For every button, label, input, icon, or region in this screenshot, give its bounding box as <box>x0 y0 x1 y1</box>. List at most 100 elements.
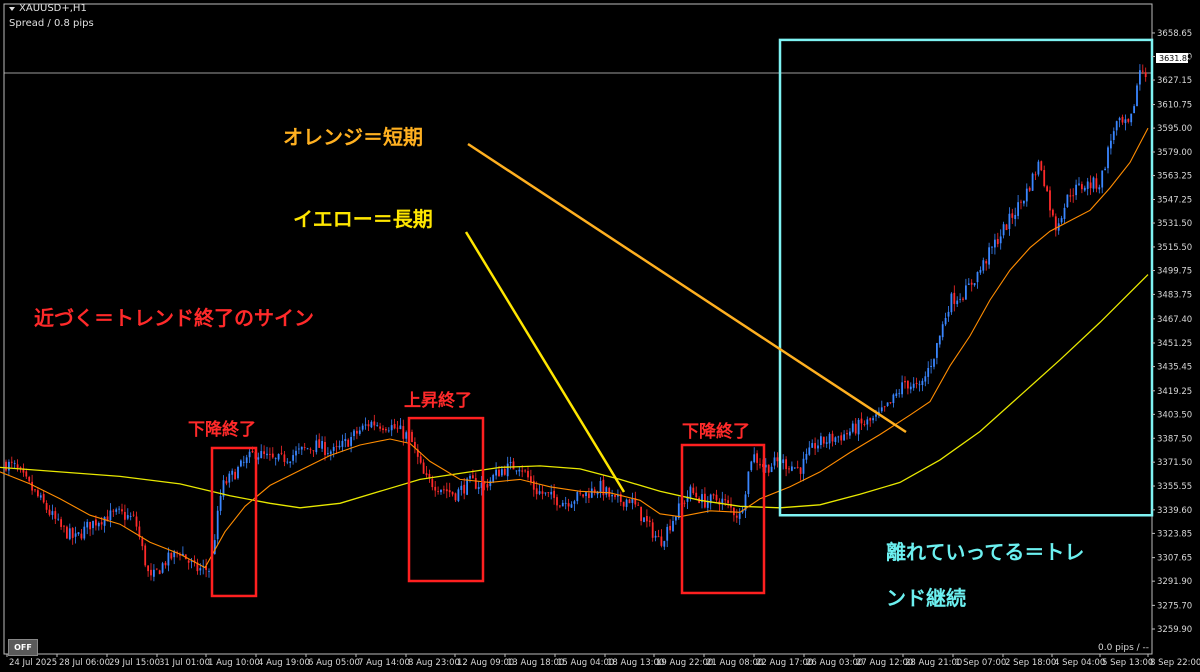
candle-bear <box>367 424 370 427</box>
candle-bear <box>95 519 97 526</box>
candle-bull <box>782 459 785 463</box>
candle-bear <box>588 493 590 498</box>
candle-bear <box>915 382 918 385</box>
candle-bear <box>324 441 326 456</box>
candle-bear <box>25 471 28 477</box>
x-tick-label: 27 Aug 12:00 <box>856 658 913 668</box>
candle-bear <box>1005 224 1008 231</box>
off-button[interactable]: OFF <box>8 639 38 656</box>
candle-bull <box>1139 70 1141 85</box>
candle-bull <box>599 481 602 494</box>
candle-bear <box>121 509 123 512</box>
candle-bull <box>1092 177 1095 189</box>
y-tick-label: 3387.50 <box>1157 434 1192 444</box>
candle-bull <box>405 432 408 439</box>
candle-bull <box>515 470 518 472</box>
candle-bull <box>959 298 961 300</box>
candle-bear <box>437 491 439 492</box>
candle-bear <box>22 468 25 473</box>
candle-bear <box>735 515 738 518</box>
candle-bear <box>1034 174 1037 176</box>
candle-bear <box>831 433 834 442</box>
candle-bear <box>512 461 515 470</box>
candle-bull <box>898 393 901 395</box>
candle-bear <box>692 487 695 494</box>
candle-bull <box>321 441 323 449</box>
candle-bull <box>1133 106 1135 114</box>
moving-averages-layer <box>0 127 1149 569</box>
candle-bear <box>869 417 872 421</box>
current-price-label: 3631.85 <box>1159 54 1192 63</box>
candle-bear <box>822 436 825 444</box>
candle-bear <box>1011 213 1014 218</box>
candle-bear <box>1141 70 1144 72</box>
candle-bull <box>866 419 869 425</box>
candle-bear <box>863 424 866 425</box>
candle-bull <box>222 480 225 497</box>
candle-bear <box>1081 184 1083 190</box>
candle-bear <box>42 494 45 503</box>
candle-bull <box>550 491 553 495</box>
candle-bear <box>269 453 271 455</box>
candle-bull <box>298 448 300 450</box>
candle-bull <box>967 283 970 285</box>
candle-bull <box>506 463 509 477</box>
candle-bull <box>611 494 613 497</box>
dropdown-triangle-icon[interactable] <box>9 7 15 11</box>
candle-bull <box>1078 183 1080 185</box>
label-approach: 近づく＝トレンド終了のサイン <box>34 306 314 330</box>
candle-bear <box>634 498 637 505</box>
candle-bear <box>556 497 558 506</box>
candle-bear <box>535 488 538 495</box>
candle-bear <box>683 502 686 504</box>
candle-bull <box>747 471 750 495</box>
y-tick-label: 3419.25 <box>1157 387 1192 397</box>
candle-bear <box>89 521 91 530</box>
candle-bull <box>260 451 263 459</box>
x-tick-label: 19 Aug 22:00 <box>656 658 713 668</box>
candle-bull <box>927 367 930 377</box>
candle-bull <box>941 324 944 338</box>
label-diverge-line2: ンド継続 <box>886 586 966 610</box>
y-tick-label: 3579.00 <box>1157 148 1192 158</box>
x-tick-label: 8 Sep 22:00 <box>1150 658 1200 668</box>
candle-bull <box>376 425 379 426</box>
candle-bull <box>190 561 193 563</box>
candle-bear <box>196 562 199 572</box>
candle-bull <box>109 510 112 521</box>
candle-bear <box>5 461 7 471</box>
candle-bull <box>837 436 840 438</box>
candle-bear <box>312 450 315 452</box>
y-tick-label: 3435.45 <box>1157 363 1192 373</box>
candle-bear <box>776 457 779 462</box>
x-tick-label: 4 Aug 19:00 <box>258 658 310 668</box>
candle-bull <box>219 495 222 511</box>
candle-bear <box>619 494 622 502</box>
y-tick-label: 3595.00 <box>1157 124 1192 134</box>
candle-bull <box>843 434 845 441</box>
candle-bear <box>16 464 19 469</box>
candle-bear <box>814 443 816 449</box>
candle-bull <box>327 453 329 454</box>
candle-bull <box>1098 187 1101 190</box>
candle-bull <box>1104 168 1106 171</box>
candle-bear <box>138 526 141 537</box>
candle-bull <box>492 475 495 482</box>
candle-bull <box>338 445 341 448</box>
candle-bear <box>283 454 286 462</box>
candle-bear <box>628 499 631 504</box>
candle-bear <box>759 464 761 466</box>
candle-bull <box>469 475 471 479</box>
candle-bear <box>527 470 529 478</box>
candle-bull <box>918 384 921 386</box>
candle-bull <box>257 457 260 460</box>
candle-bear <box>579 492 582 494</box>
candle-bear <box>411 431 413 443</box>
candle-bull <box>1008 213 1011 229</box>
candle-bull <box>811 443 814 448</box>
candle-bear <box>373 421 376 426</box>
y-tick-label: 3451.25 <box>1157 339 1192 349</box>
candle-bull <box>289 461 292 464</box>
candle-bear <box>521 470 524 472</box>
